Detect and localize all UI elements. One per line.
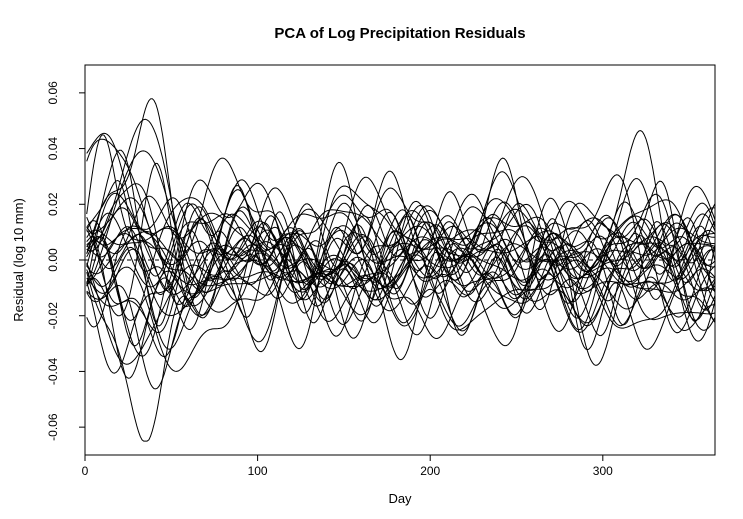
y-tick-label: 0.04	[46, 137, 60, 161]
y-axis-label: Residual (log 10 mm)	[11, 198, 26, 322]
x-axis-label: Day	[388, 491, 412, 506]
y-tick-label: -0.06	[46, 413, 60, 441]
x-tick-label: 100	[248, 464, 268, 478]
x-tick-label: 0	[82, 464, 89, 478]
y-tick-label: -0.04	[46, 357, 60, 385]
chart-container: 0 100 200 300 -0.06 -0.04 -0.02 0.00 0.02 0.04 0.0…	[0, 0, 743, 519]
line-chart: 0 100 200 300 -0.06 -0.04 -0.02 0.00 0.02 0.04 0.0…	[0, 0, 743, 519]
y-tick-label: 0.06	[46, 81, 60, 105]
x-tick-label: 200	[420, 464, 440, 478]
chart-title: PCA of Log Precipitation Residuals	[274, 25, 525, 42]
x-tick-label: 300	[593, 464, 613, 478]
y-tick-label: 0.00	[46, 248, 60, 272]
y-tick-label: 0.02	[46, 192, 60, 216]
y-tick-label: -0.02	[46, 302, 60, 330]
